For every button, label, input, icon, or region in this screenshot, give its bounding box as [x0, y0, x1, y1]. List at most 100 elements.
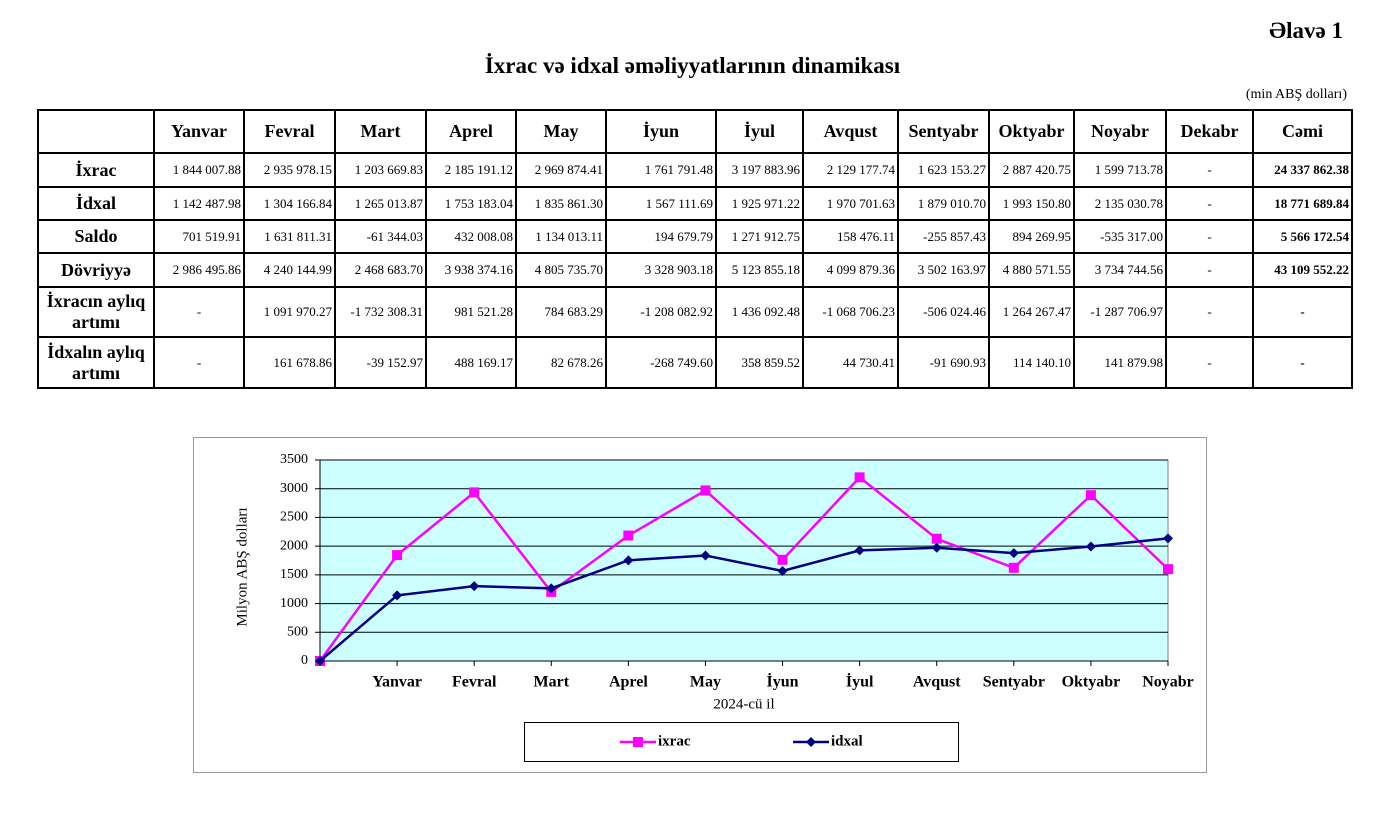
column-header: İyul — [715, 109, 804, 154]
table-cell: 141 879.98 — [1073, 336, 1167, 389]
table-cell: - — [1165, 219, 1254, 254]
table-cell: 4 805 735.70 — [515, 252, 607, 288]
table-cell: -1 208 082.92 — [605, 286, 717, 338]
marker — [854, 472, 865, 483]
table-cell: 2 935 978.15 — [243, 152, 336, 188]
table-cell: 1 264 267.47 — [988, 286, 1075, 338]
table-cell: 4 099 879.36 — [802, 252, 899, 288]
y-tick-label: 1500 — [280, 567, 308, 582]
table-cell: -91 690.93 — [897, 336, 990, 389]
table-cell: - — [1252, 286, 1353, 338]
corner-cell — [37, 109, 155, 154]
table-cell: - — [153, 286, 245, 338]
x-tick-label: Sentyabr — [983, 674, 1045, 691]
marker — [700, 485, 711, 496]
marker — [623, 530, 634, 541]
marker — [633, 737, 643, 747]
table-cell: 1 631 811.31 — [243, 219, 336, 254]
column-header: Fevral — [243, 109, 336, 154]
table-cell: 3 197 883.96 — [715, 152, 804, 188]
table-cell: 1 761 791.48 — [605, 152, 717, 188]
table-cell: - — [1165, 186, 1254, 221]
table-row: İxracın aylıq artımı -1 091 970.27 -1 732 … — [37, 286, 1353, 338]
table-cell: 1 203 669.83 — [334, 152, 427, 188]
table-row: İdxal 1 142 487.98 1 304 166.84 1 265 013.8… — [37, 186, 1353, 221]
row-label: İxracın aylıq artımı — [37, 286, 155, 338]
table-cell: -39 152.97 — [334, 336, 427, 389]
table-cell: - — [1165, 152, 1254, 188]
header-row: Yanvar Fevral Mart Aprel May İyun İyul Avqust Se… — [37, 109, 1353, 154]
table-cell: 24 337 862.38 — [1252, 152, 1353, 188]
table-cell: 194 679.79 — [605, 219, 717, 254]
marker — [854, 545, 865, 556]
series-line — [318, 475, 1169, 662]
table-cell: -1 732 308.31 — [334, 286, 427, 338]
table-cell: 2 129 177.74 — [802, 152, 899, 188]
table-cell: 82 678.26 — [515, 336, 607, 389]
table-cell: 1 142 487.98 — [153, 186, 245, 221]
legend-label: idxal — [831, 733, 863, 749]
x-tick-label: Yanvar — [372, 674, 422, 691]
table-cell: -61 344.03 — [334, 219, 427, 254]
row-label: Dövriyyə — [37, 252, 155, 288]
table-cell: 4 240 144.99 — [243, 252, 336, 288]
legend-box — [524, 722, 959, 762]
column-header: Avqust — [802, 109, 899, 154]
table-cell: 5 566 172.54 — [1252, 219, 1353, 254]
x-tick-label: Oktyabr — [1062, 674, 1121, 691]
row-label: Saldo — [37, 219, 155, 254]
table-cell: 2 185 191.12 — [425, 152, 517, 188]
table-cell: -268 749.60 — [605, 336, 717, 389]
table-cell: - — [1165, 286, 1254, 338]
y-axis-label: Milyon ABŞ dolları — [234, 507, 250, 626]
table-cell: - — [1165, 252, 1254, 288]
table-cell: 3 734 744.56 — [1073, 252, 1167, 288]
table-cell: 2 887 420.75 — [988, 152, 1075, 188]
marker — [1085, 541, 1096, 552]
x-axis-label: 2024-cü il — [713, 696, 774, 712]
table-cell: 1 753 183.04 — [425, 186, 517, 221]
x-tick-label: Avqust — [913, 674, 961, 691]
table-cell: 1 271 912.75 — [715, 219, 804, 254]
table-cell: 1 925 971.22 — [715, 186, 804, 221]
marker — [777, 566, 788, 577]
x-tick-label: İyul — [846, 672, 874, 691]
marker — [806, 737, 816, 747]
x-tick-label: Aprel — [609, 674, 648, 691]
x-tick-label: Noyabr — [1142, 674, 1194, 691]
table-cell: 4 880 571.55 — [988, 252, 1075, 288]
table-cell: 1 970 701.63 — [802, 186, 899, 221]
column-header: May — [515, 109, 607, 154]
table-cell: 18 771 689.84 — [1252, 186, 1353, 221]
marker — [777, 554, 788, 565]
table-cell: - — [1252, 336, 1353, 389]
table-row: Dövriyyə 2 986 495.86 4 240 144.99 2 468 68… — [37, 252, 1353, 288]
column-header: Oktyabr — [988, 109, 1075, 154]
table-cell: 44 730.41 — [802, 336, 899, 389]
table-row: İxrac 1 844 007.88 2 935 978.15 1 203 669.8… — [37, 152, 1353, 188]
title: İxrac və idxal əməliyyatlarının dinamika… — [484, 53, 901, 78]
y-tick-label: 500 — [287, 625, 308, 640]
marker — [392, 550, 403, 561]
table-cell: 432 008.08 — [425, 219, 517, 254]
column-header: İyun — [605, 109, 717, 154]
marker — [1008, 562, 1019, 573]
marker — [1163, 564, 1173, 575]
table-cell: -1 287 706.97 — [1073, 286, 1167, 338]
table-cell: 43 109 552.22 — [1252, 252, 1353, 288]
table-cell: 3 938 374.16 — [425, 252, 517, 288]
y-tick-label: 2500 — [280, 510, 308, 525]
y-tick-label: 1000 — [280, 596, 308, 611]
table-cell: 1 436 092.48 — [715, 286, 804, 338]
column-header: Mart — [334, 109, 427, 154]
series-line — [319, 537, 1169, 662]
table-cell: - — [1165, 336, 1254, 389]
marker — [392, 590, 403, 601]
marker — [1085, 490, 1096, 501]
table-cell: - — [153, 336, 245, 389]
table-cell: 894 269.95 — [988, 219, 1075, 254]
table-cell: 161 678.86 — [243, 336, 336, 389]
table-cell: 3 328 903.18 — [605, 252, 717, 288]
table-cell: 2 986 495.86 — [153, 252, 245, 288]
